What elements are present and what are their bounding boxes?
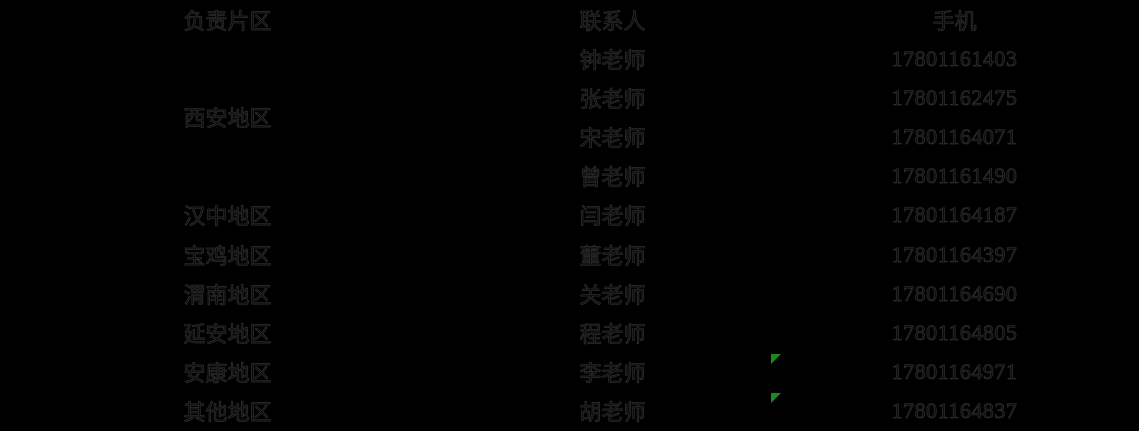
phone-number: 17801164971 (891, 359, 1018, 385)
table-row: 曾老师 17801161490 (0, 157, 1139, 196)
contact-cell[interactable]: 曾老师 (579, 165, 646, 191)
phone-number: 17801164187 (891, 202, 1018, 228)
phone-cell[interactable]: 17801164805 (770, 313, 1139, 352)
contact-cell[interactable]: 关老师 (579, 282, 646, 308)
area-cell[interactable]: 汉中地区 (183, 204, 272, 230)
phone-number: 17801164690 (891, 280, 1018, 306)
phone-cell[interactable]: 17801161490 (770, 157, 1139, 196)
contact-cell[interactable]: 宋老师 (579, 125, 646, 152)
header-row: 负责片区 联系人 手机 (0, 0, 1139, 39)
area-cell[interactable]: 渭南地区 (183, 282, 272, 308)
table-row: 张老师 17801162475 (0, 78, 1139, 117)
phone-number: 17801164837 (891, 398, 1018, 424)
table-row: 西安地区 钟老师 17801161403 (0, 39, 1139, 131)
phone-cell[interactable]: 17801164397 (770, 235, 1139, 274)
contact-cell[interactable]: 程老师 (579, 321, 646, 348)
contact-cell[interactable]: 张老师 (579, 86, 646, 112)
phone-number: 17801161490 (891, 163, 1018, 189)
area-cell[interactable]: 安康地区 (183, 361, 272, 387)
area-cell[interactable]: 其他地区 (183, 400, 272, 426)
phone-cell[interactable]: 17801164187 (770, 196, 1139, 235)
table-row: 汉中地区 闫老师 17801164187 (0, 196, 1139, 235)
area-cell[interactable]: 延安地区 (183, 321, 272, 348)
column-header-contact: 联系人 (579, 8, 646, 34)
contact-cell[interactable]: 闫老师 (579, 204, 646, 230)
phone-number: 17801161403 (891, 45, 1018, 71)
table-row: 渭南地区 关老师 17801164690 (0, 274, 1139, 313)
phone-cell[interactable]: 17801164690 (770, 274, 1139, 313)
table-row: 宝鸡地区 董老师 17801164397 (0, 235, 1139, 274)
contact-cell[interactable]: 董老师 (579, 243, 646, 269)
phone-cell[interactable]: 17801164071 (770, 117, 1139, 156)
table-row: 宋老师 17801164071 (0, 117, 1139, 156)
phone-number: 17801162475 (891, 84, 1018, 110)
area-cell[interactable]: 西安地区 (183, 106, 272, 132)
table-row: 延安地区 程老师 17801164805 (0, 313, 1139, 352)
contact-cell[interactable]: 钟老师 (579, 47, 646, 73)
phone-cell[interactable]: 17801161403 (770, 39, 1139, 78)
phone-number: 17801164397 (891, 241, 1018, 267)
column-header-area: 负责片区 (183, 8, 272, 34)
column-header-phone: 手机 (932, 8, 977, 34)
phone-cell[interactable]: 17801164837 (770, 392, 1139, 431)
phone-number: 17801164071 (891, 123, 1018, 150)
area-cell[interactable]: 宝鸡地区 (183, 243, 272, 269)
phone-number: 17801164805 (891, 319, 1018, 346)
phone-cell[interactable]: 17801162475 (770, 78, 1139, 117)
contact-cell[interactable]: 胡老师 (579, 400, 646, 426)
phone-cell[interactable]: 17801164971 (770, 353, 1139, 392)
table-row: 其他地区 胡老师 17801164837 (0, 392, 1139, 431)
table-body: 西安地区 钟老师 17801161403 张老师 17801162475 宋老师 17801… (0, 39, 1139, 431)
contact-cell[interactable]: 李老师 (579, 361, 646, 387)
number-stored-as-text-indicator-icon (771, 353, 781, 364)
table-row: 安康地区 李老师 17801164971 (0, 353, 1139, 392)
number-stored-as-text-indicator-icon (771, 392, 781, 403)
